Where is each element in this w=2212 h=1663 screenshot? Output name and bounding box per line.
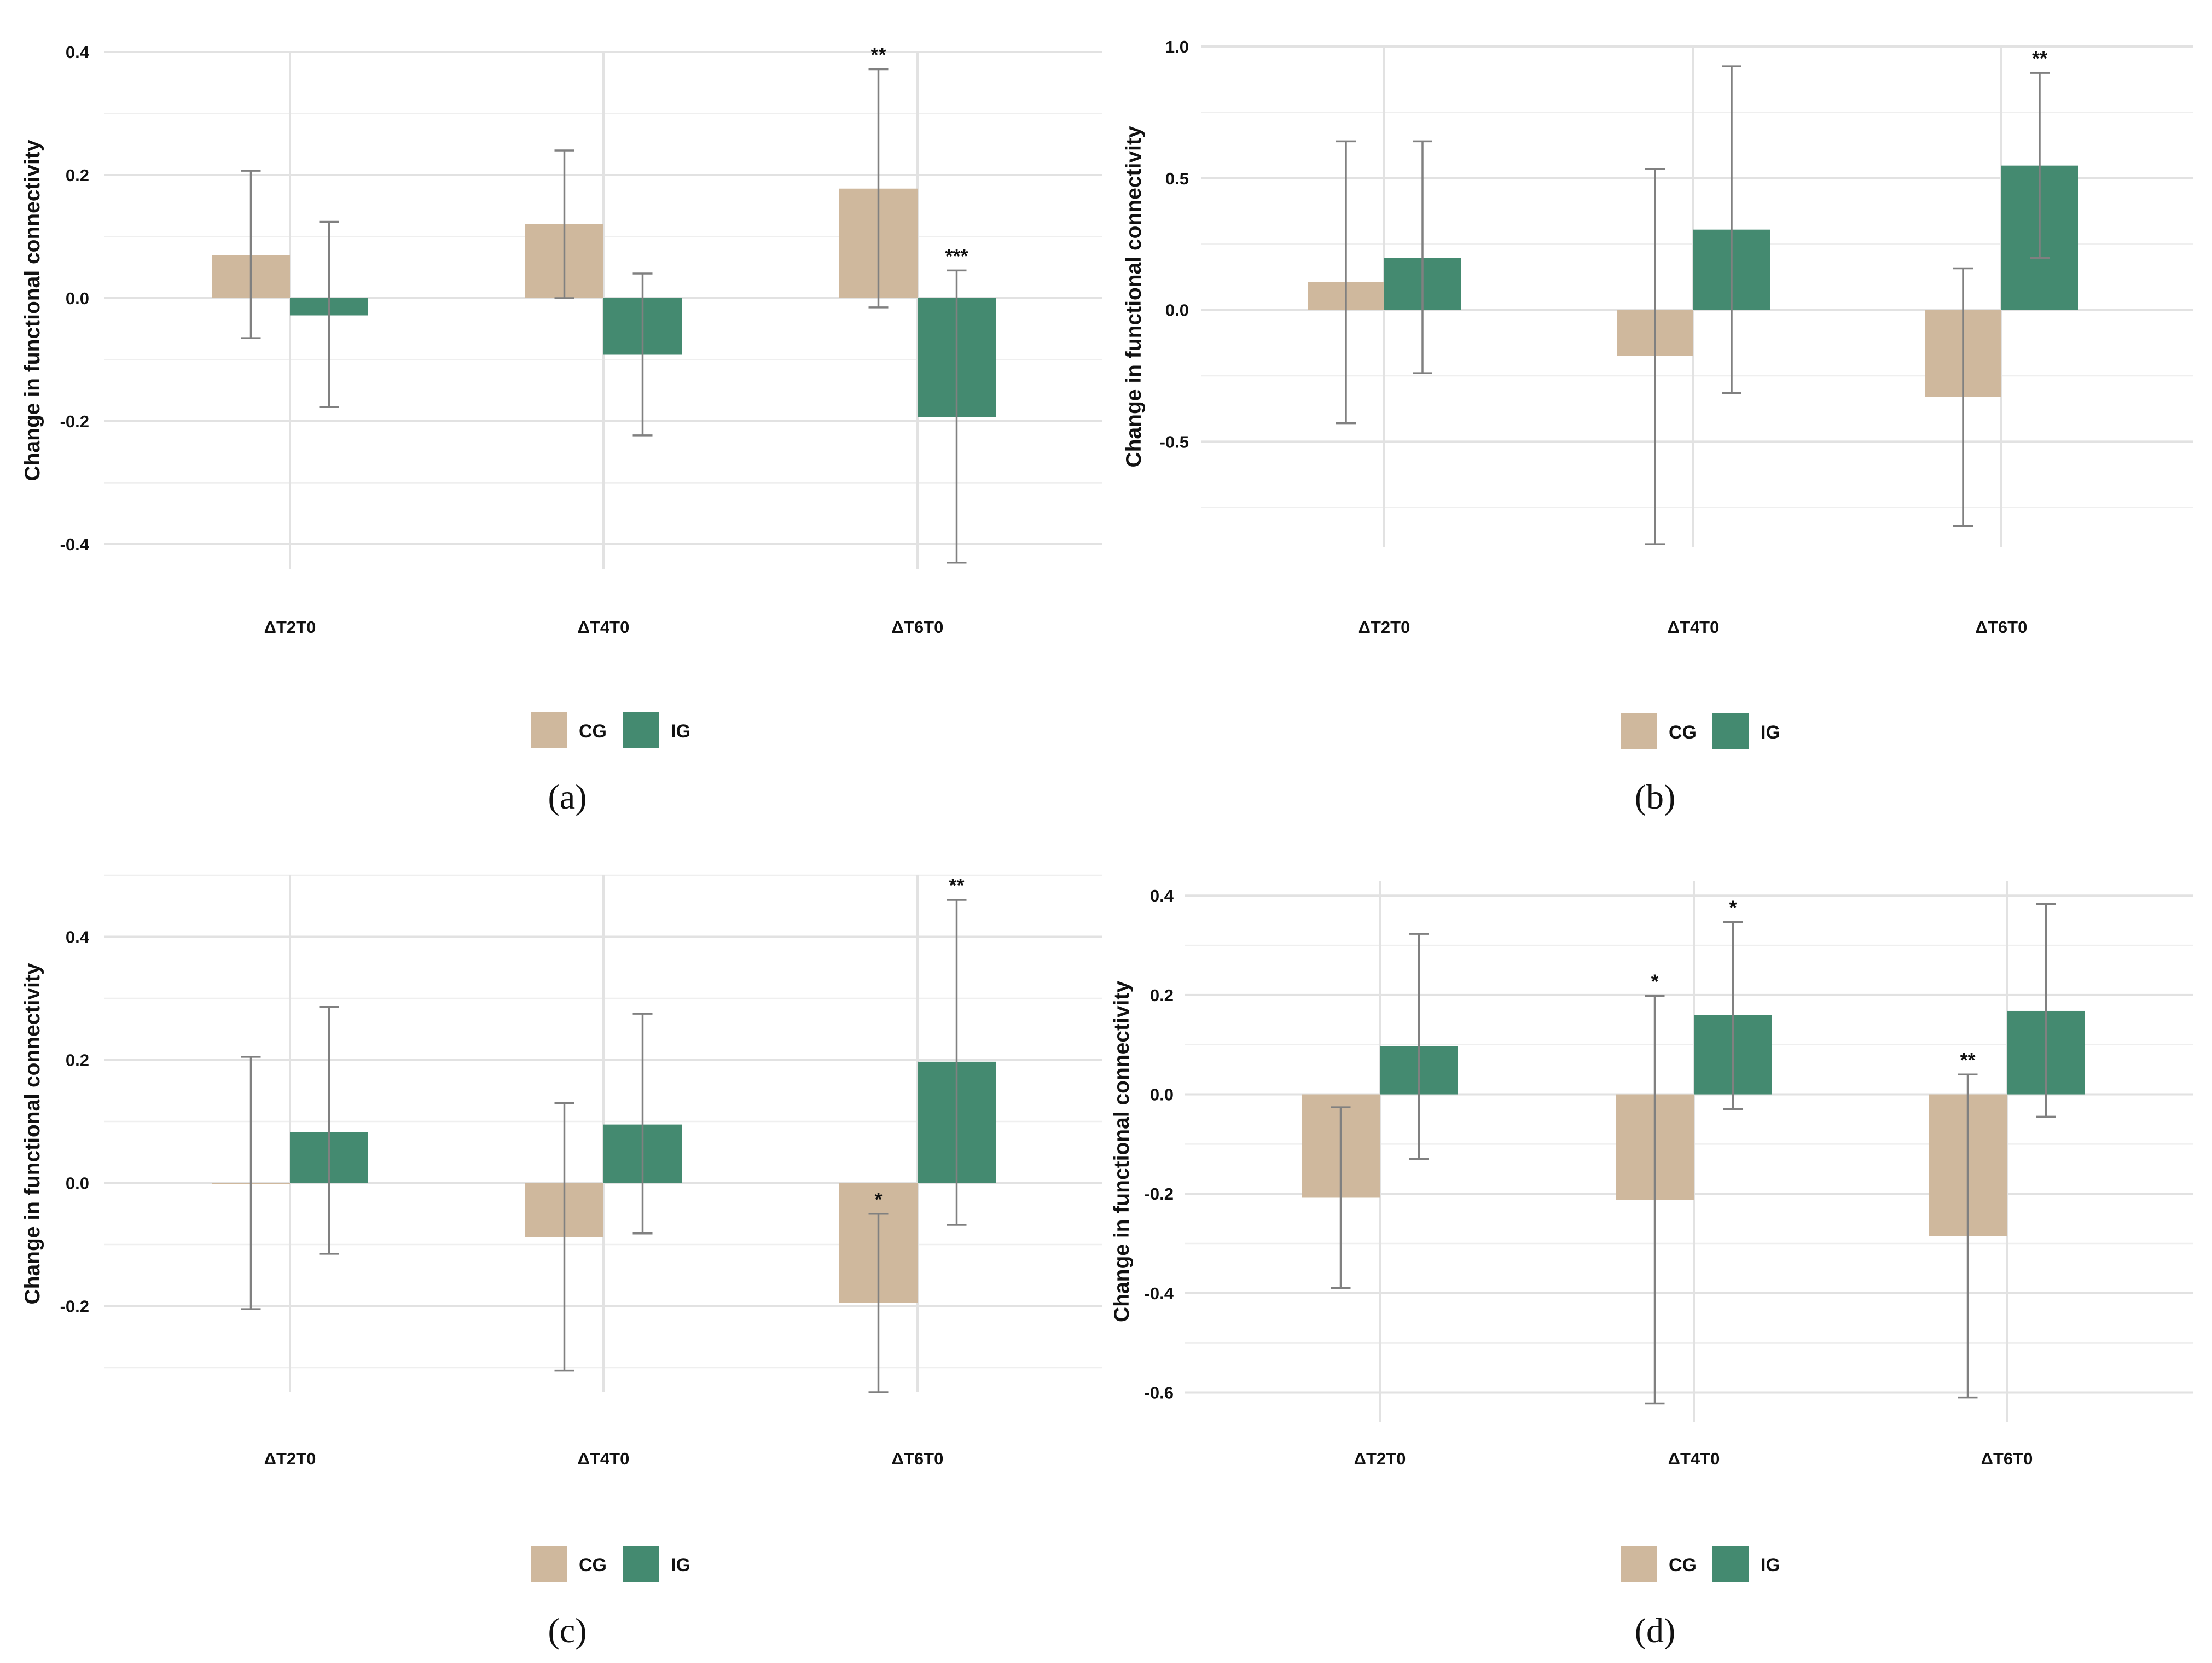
y-tick-label: 0.4	[66, 43, 90, 62]
legend: CG IG	[531, 1546, 690, 1582]
y-tick-label: -0.5	[1160, 432, 1189, 451]
x-tick-label: ΔT4T0	[578, 618, 630, 637]
significance-marker: **	[2032, 47, 2047, 69]
panel-caption: (c)	[548, 1611, 587, 1650]
chart-panel-d: -0.6 -0.4 -0.2 0.0 0.2 0.4 Change in functiona…	[1110, 881, 2193, 1650]
legend-label-ig: IG	[1761, 722, 1780, 743]
y-tick-label: 0.2	[66, 1051, 89, 1070]
legend: CG IG	[531, 712, 690, 748]
legend-swatch-ig	[1712, 713, 1749, 749]
x-tick-label: ΔT4T0	[578, 1449, 630, 1468]
x-tick-label: ΔT6T0	[1981, 1449, 2033, 1468]
panel-caption: (d)	[1635, 1611, 1676, 1650]
panel-caption: (a)	[548, 777, 587, 816]
legend-label-ig: IG	[671, 721, 690, 742]
x-tick-label: ΔT6T0	[892, 1449, 944, 1468]
legend-swatch-cg	[1621, 1546, 1657, 1582]
x-tick-label: ΔT6T0	[1976, 618, 2028, 637]
y-tick-label: -0.4	[60, 535, 90, 554]
y-tick-label: -0.2	[1145, 1184, 1174, 1203]
y-tick-label: 1.0	[1165, 37, 1189, 56]
y-tick-label: 0.0	[1150, 1085, 1174, 1104]
panel-caption: (b)	[1635, 777, 1676, 816]
legend-label-ig: IG	[671, 1555, 690, 1575]
significance-marker: *	[1729, 896, 1737, 918]
y-tick-label: 0.5	[1165, 169, 1189, 188]
x-tick-label: ΔT6T0	[892, 618, 944, 637]
y-tick-label: 0.4	[66, 928, 90, 947]
legend: CG IG	[1621, 1546, 1780, 1582]
legend-swatch-cg	[531, 712, 567, 748]
x-tick-label: ΔT4T0	[1668, 1449, 1720, 1468]
y-tick-label: 0.2	[1150, 986, 1174, 1005]
legend-label-cg: CG	[579, 1555, 607, 1575]
y-tick-label: -0.6	[1145, 1383, 1174, 1403]
significance-marker: *	[1651, 970, 1658, 993]
y-tick-label: -0.2	[60, 412, 89, 431]
legend-label-cg: CG	[1669, 1555, 1697, 1575]
y-tick-label: -0.4	[1145, 1284, 1174, 1303]
y-tick-label: 0.2	[66, 166, 89, 185]
significance-marker: **	[949, 874, 964, 897]
chart-panel-c: -0.2 0.0 0.2 0.4 Change in functional connec…	[21, 874, 1102, 1650]
significance-marker: **	[870, 44, 886, 66]
x-tick-label: ΔT2T0	[1354, 1449, 1406, 1468]
legend-swatch-ig	[1712, 1546, 1749, 1582]
y-tick-label: -0.2	[60, 1297, 89, 1316]
legend-swatch-cg	[1621, 713, 1657, 749]
significance-marker: **	[1960, 1049, 1975, 1071]
legend-label-cg: CG	[1669, 722, 1697, 743]
x-tick-label: ΔT2T0	[264, 1449, 316, 1468]
significance-marker: *	[874, 1188, 882, 1211]
chart-panel-b: -0.5 0.0 0.5 1.0 Change in functional connec…	[1122, 37, 2193, 816]
chart-panel-a: -0.4 -0.2 0.0 0.2 0.4 Change in functional co…	[21, 43, 1102, 816]
y-axis-title: Change in functional connectivity	[21, 139, 44, 481]
y-tick-label: 0.0	[1165, 301, 1189, 320]
y-axis-title: Change in functional connectivity	[1122, 126, 1146, 467]
x-tick-label: ΔT4T0	[1668, 618, 1720, 637]
y-tick-label: 0.0	[66, 1174, 89, 1193]
legend-swatch-ig	[623, 1546, 659, 1582]
legend-swatch-ig	[623, 712, 659, 748]
legend-label-ig: IG	[1761, 1555, 1780, 1575]
legend-label-cg: CG	[579, 721, 607, 742]
x-tick-label: ΔT2T0	[264, 618, 316, 637]
y-tick-label: 0.0	[66, 289, 89, 308]
y-tick-label: 0.4	[1150, 886, 1174, 905]
y-axis-title: Change in functional connectivity	[21, 963, 44, 1304]
x-tick-label: ΔT2T0	[1358, 618, 1410, 637]
legend-swatch-cg	[531, 1546, 567, 1582]
legend: CG IG	[1621, 713, 1780, 749]
y-axis-title: Change in functional connectivity	[1110, 981, 1134, 1322]
significance-marker: ***	[945, 245, 968, 267]
